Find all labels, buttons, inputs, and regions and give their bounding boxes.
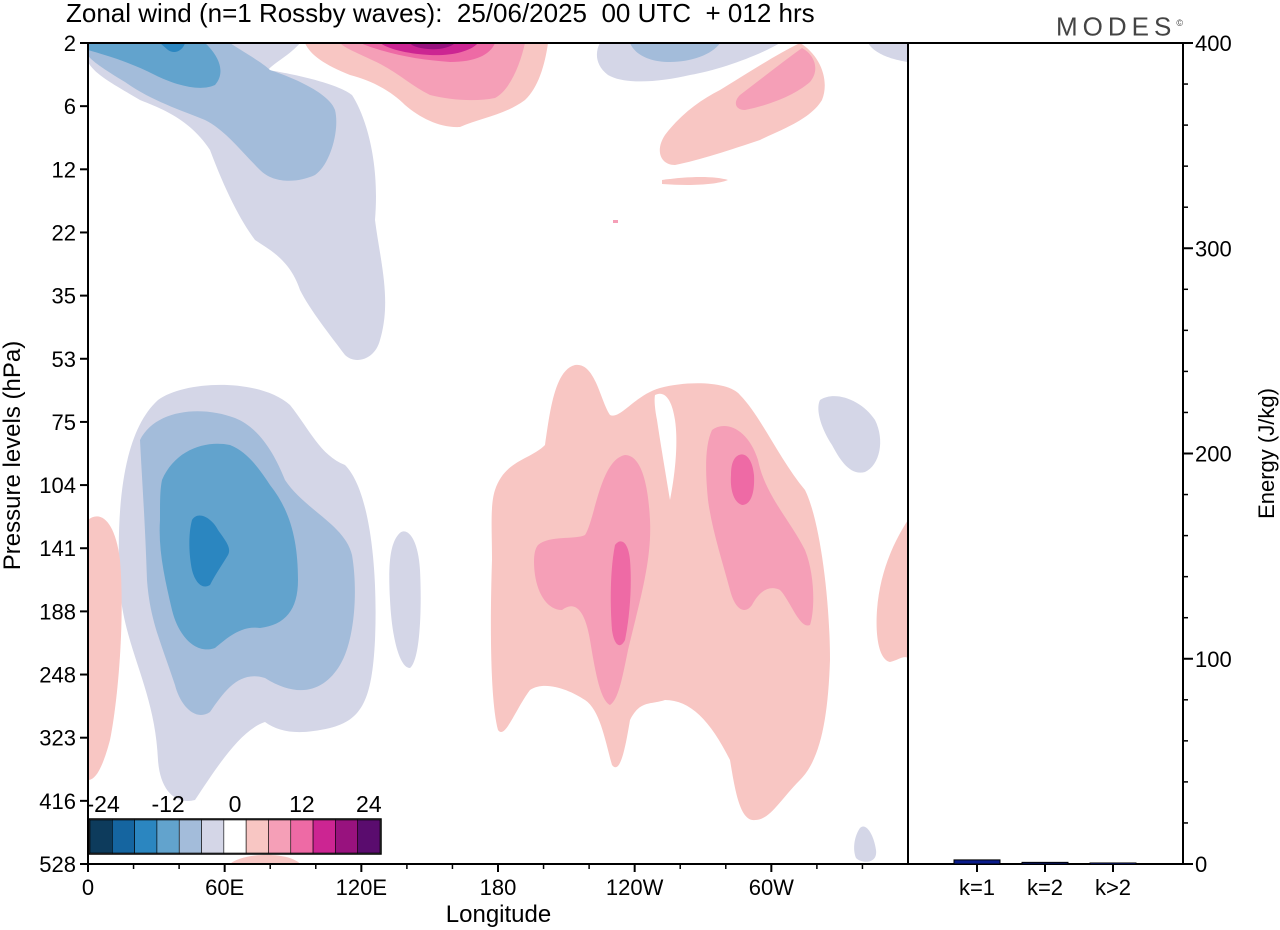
energy-tick-label: 100 xyxy=(1195,647,1232,672)
x-axis-label: Longitude xyxy=(446,901,551,928)
x-tick-label: 120W xyxy=(606,875,664,900)
pos-contour-ur-3 xyxy=(662,177,728,185)
y-tick-label: 141 xyxy=(39,536,76,561)
neg-contour-isolated-1 xyxy=(389,531,421,668)
colorbar-cell xyxy=(112,819,135,854)
pos-contour-trop-5 xyxy=(730,454,755,505)
neg-contour-trop-4 xyxy=(189,515,230,587)
neg-contour-top-right xyxy=(868,43,908,62)
colorbar-cell xyxy=(245,819,269,854)
colorbar-cell xyxy=(312,819,336,854)
pos-contour-left xyxy=(88,516,122,780)
pos-contour-bottom xyxy=(230,854,300,864)
energy-tick-label: 0 xyxy=(1195,852,1207,877)
contour-gap xyxy=(654,393,677,500)
y-tick-label: 22 xyxy=(52,220,76,245)
colorbar-cell xyxy=(357,819,381,854)
y-tick-label: 248 xyxy=(39,663,76,688)
y-tick-label: 188 xyxy=(39,599,76,624)
neg-contour-top-mid-2 xyxy=(630,43,720,62)
energy-tick-label: 400 xyxy=(1195,31,1232,56)
colorbar-cell xyxy=(134,819,158,854)
neg-contour-isolated-2 xyxy=(818,396,881,473)
y-tick-label: 416 xyxy=(39,789,76,814)
pos-contour-dot xyxy=(613,220,618,223)
energy-axis-label: Energy (J/kg) xyxy=(1254,388,1279,519)
y-tick-label: 12 xyxy=(52,157,76,182)
neg-contour-strat-3 xyxy=(88,43,221,88)
colorbar-cell xyxy=(268,819,292,854)
energy-bar-2 xyxy=(1021,861,1069,865)
y-tick-label: 104 xyxy=(39,473,76,498)
colorbar-cell xyxy=(89,819,113,854)
x-tick-label: 120E xyxy=(336,875,387,900)
colorbar-label: 12 xyxy=(289,791,315,817)
neg-contour-strat-4 xyxy=(160,43,185,53)
colorbar-label: 24 xyxy=(356,791,382,817)
colorbar-cell xyxy=(223,819,247,854)
brand-text: MODES xyxy=(1056,11,1177,42)
brand-logo: MODES© xyxy=(1056,8,1183,42)
energy-category-label: k=1 xyxy=(959,875,995,900)
colorbar-label: 0 xyxy=(229,791,242,817)
brand-mark: © xyxy=(1176,18,1183,28)
colorbar-label: -12 xyxy=(151,791,184,817)
contour-field xyxy=(88,43,908,864)
energy-tick-label: 300 xyxy=(1195,236,1232,261)
colorbar-label: -24 xyxy=(87,791,120,817)
x-tick-label: 60E xyxy=(205,875,244,900)
neg-contour-isolated-3 xyxy=(854,826,877,862)
y-tick-label: 2 xyxy=(64,31,76,56)
energy-category-label: k>2 xyxy=(1095,875,1131,900)
contour-dot xyxy=(665,447,673,461)
y-tick-label: 75 xyxy=(52,410,76,435)
energy-category-label: k=2 xyxy=(1027,875,1063,900)
y-tick-label: 528 xyxy=(39,852,76,877)
colorbar-cell xyxy=(156,819,180,854)
colorbar: -24 -12 0 12 24 xyxy=(87,791,382,855)
y-tick-label: 35 xyxy=(52,284,76,309)
x-tick-label: 180 xyxy=(480,875,517,900)
energy-plot-frame xyxy=(907,42,1184,865)
y-axis-label: Pressure levels (hPa) xyxy=(0,341,26,570)
colorbar-cell xyxy=(335,819,358,854)
chart-title: Zonal wind (n=1 Rossby waves): 25/06/202… xyxy=(66,0,815,28)
y-tick-label: 6 xyxy=(64,94,76,119)
energy-bar-1 xyxy=(953,859,1001,865)
axes-layer: 0 60E 120E 180 120W 60W Longitude 2 6 12 22 35 53 75 1… xyxy=(0,31,1279,928)
x-tick-label: 60W xyxy=(749,875,794,900)
pos-contour-top-5 xyxy=(410,43,455,50)
y-tick-label: 53 xyxy=(52,347,76,372)
energy-bars: k=1 k=2 k>2 xyxy=(953,859,1137,900)
pos-contour-ur-2 xyxy=(735,48,816,110)
x-tick-label: 0 xyxy=(82,875,94,900)
pos-contour-right xyxy=(876,520,908,662)
neg-contour-trop-3 xyxy=(159,443,298,650)
energy-tick-label: 200 xyxy=(1195,442,1232,467)
colorbar-cell xyxy=(201,819,225,854)
pos-contour-trop-4 xyxy=(610,541,631,646)
neg-contour-strat-2 xyxy=(88,43,337,181)
y-tick-label: 323 xyxy=(39,726,76,751)
colorbar-cell xyxy=(290,819,314,854)
colorbar-cell xyxy=(178,819,202,854)
